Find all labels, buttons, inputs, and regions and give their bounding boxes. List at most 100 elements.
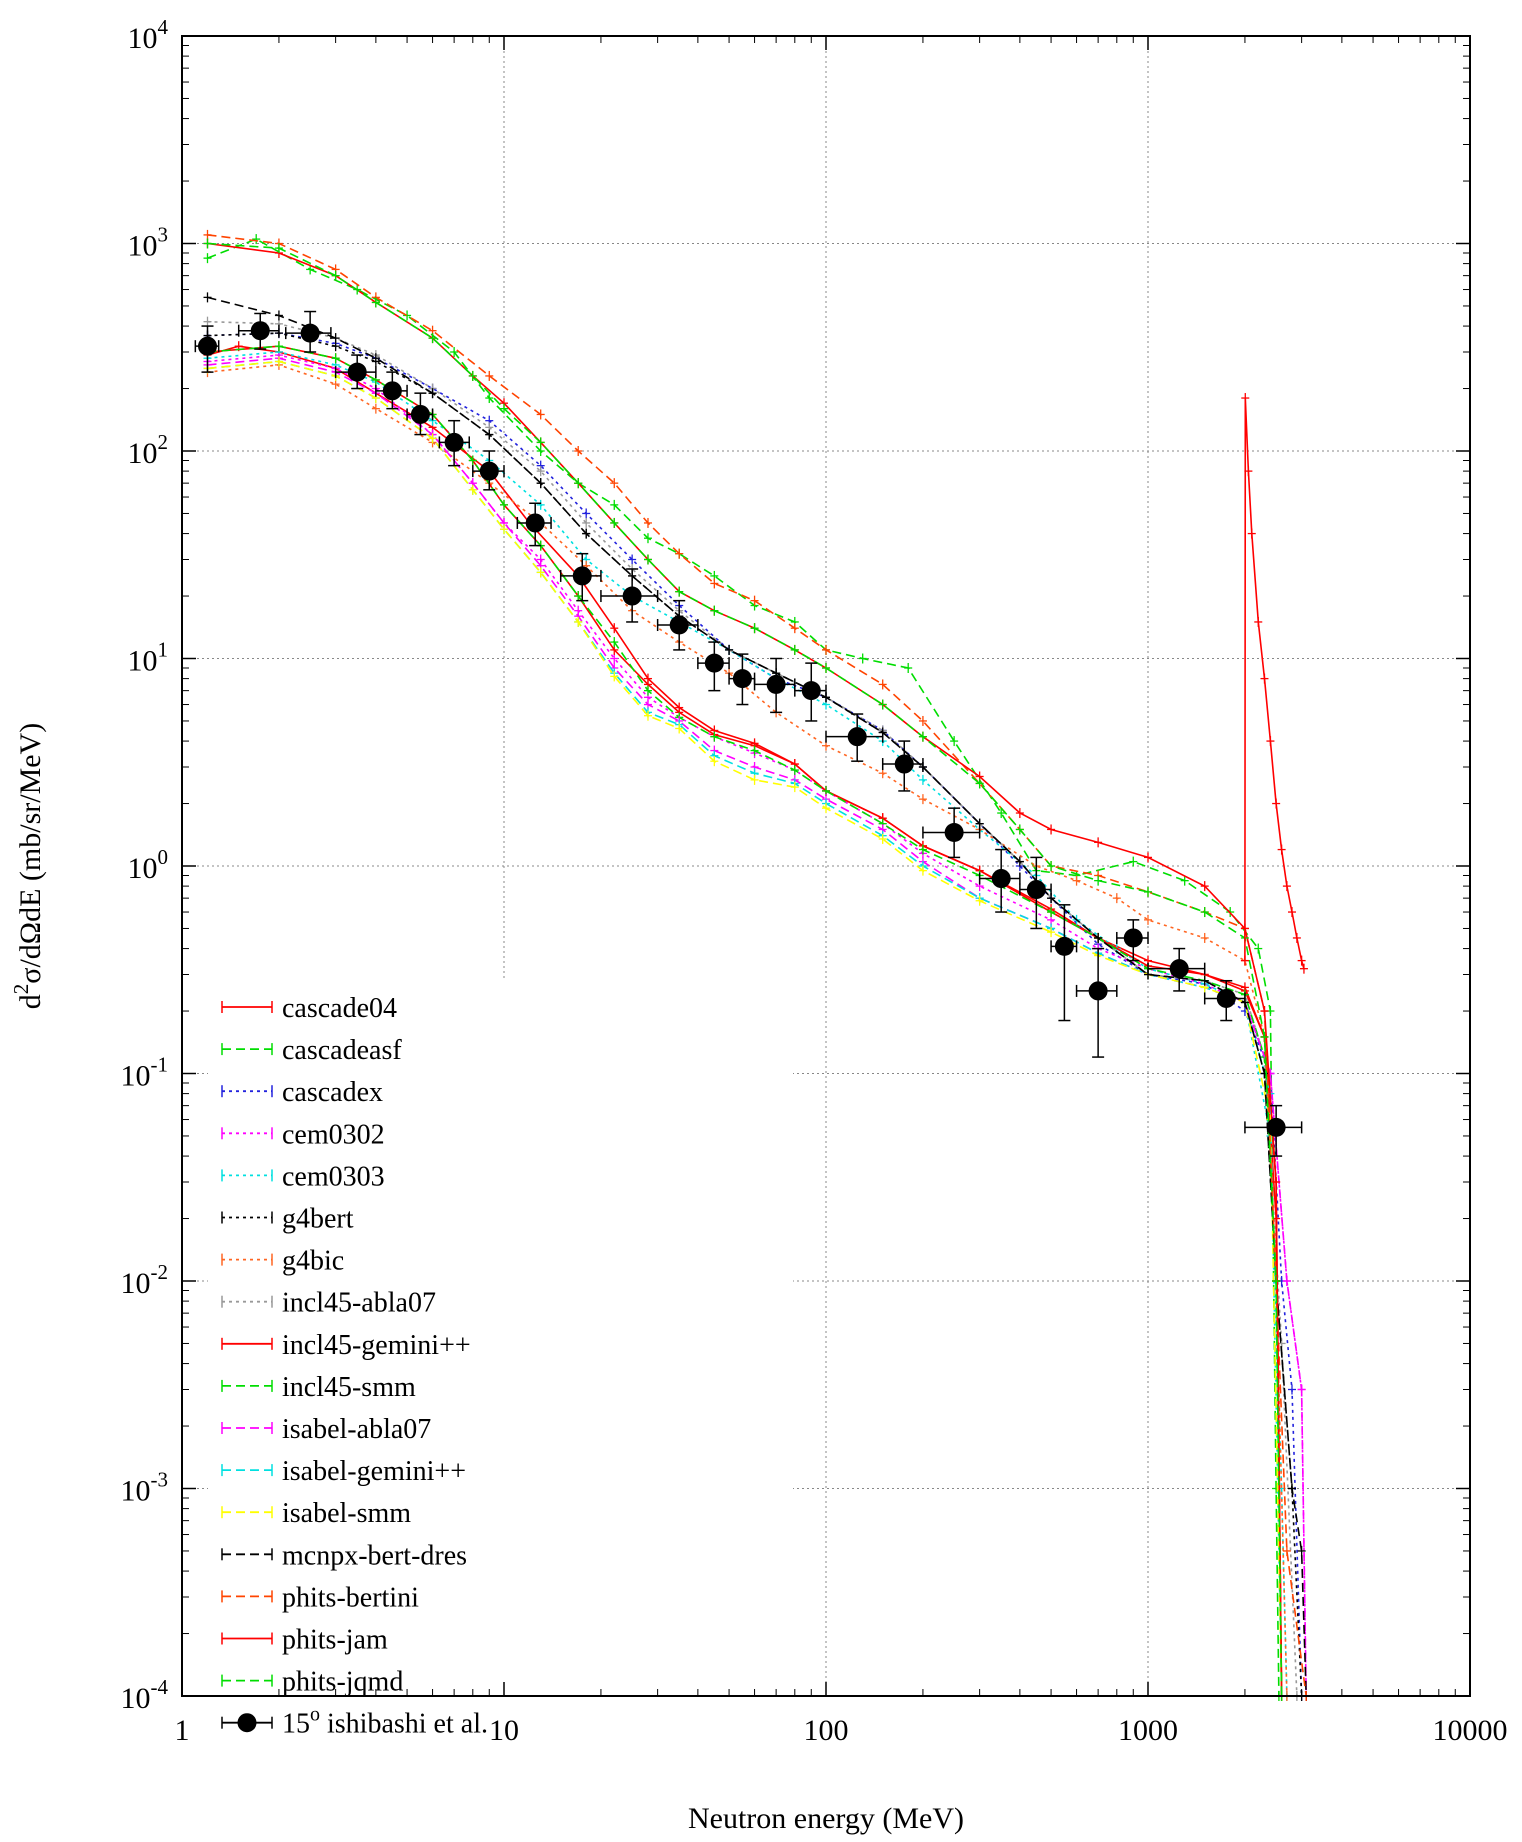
experiment-point	[406, 392, 434, 436]
legend-label: incl45-abla07	[282, 1288, 436, 1319]
legend-label: cascadeasf	[282, 1035, 402, 1066]
legend-label: cem0303	[282, 1161, 385, 1192]
experiment-point	[472, 450, 505, 491]
data-marker	[1088, 981, 1108, 1001]
legend: cascade04 cascadeasf cascadex cem0302 cem030…	[221, 993, 488, 1740]
experiment-point	[600, 568, 659, 623]
data-marker	[766, 674, 786, 694]
y-tick-labels: 10-4 10-3 10-2 10-1 100 101 102 103 104	[121, 15, 169, 1715]
experiment-point	[1116, 919, 1149, 962]
y-tick-label: 101	[128, 638, 169, 678]
legend-item-experiment: 15o ishibashi et al.	[221, 1704, 488, 1740]
series-line	[207, 242, 1283, 1697]
experiment-point	[1203, 979, 1246, 1022]
experiment-point	[1147, 947, 1206, 992]
data-marker	[622, 586, 642, 606]
legend-background	[208, 978, 793, 1746]
legend-item-cascadeasf: cascadeasf	[221, 1035, 402, 1066]
legend-label: isabel-gemini++	[282, 1456, 466, 1487]
y-tick-label: 10-1	[121, 1053, 169, 1093]
x-axis-label: Neutron energy (MeV)	[688, 1802, 964, 1835]
legend-label: incl45-gemini++	[282, 1330, 471, 1361]
data-marker	[197, 336, 217, 356]
data-marker	[894, 754, 914, 774]
legend-marker	[237, 1713, 257, 1733]
legend-label: 15o ishibashi et al.	[282, 1704, 488, 1740]
experiment-point	[825, 713, 884, 762]
experiment-point	[516, 502, 552, 547]
y-tick-label: 10-2	[121, 1260, 169, 1300]
grid-lines	[182, 36, 1470, 1696]
y-axis-label: d2σ/dΩdE (mb/sr/MeV)	[9, 723, 47, 1009]
legend-item-g4bert: g4bert	[221, 1204, 354, 1235]
legend-item-isabel-smm: isabel-smm	[221, 1498, 411, 1529]
data-marker	[300, 323, 320, 343]
legend-item-phits-bertini: phits-bertini	[221, 1582, 419, 1613]
experiment-point	[881, 740, 924, 792]
data-marker	[1216, 988, 1236, 1008]
data-marker	[732, 669, 752, 689]
y-tick-label: 10-3	[121, 1468, 169, 1508]
legend-item-cem0303: cem0303	[221, 1161, 385, 1192]
x-tick-label: 10	[489, 1714, 519, 1747]
data-marker	[1123, 928, 1143, 948]
experiment-point	[794, 662, 827, 722]
data-marker	[347, 362, 367, 382]
data-marker	[801, 681, 821, 701]
legend-item-isabel-gemini++: isabel-gemini++	[221, 1456, 466, 1487]
data-marker	[572, 566, 592, 586]
y-tick-label: 102	[128, 430, 169, 470]
experiment-point	[1075, 947, 1118, 1058]
legend-label: cem0302	[282, 1119, 385, 1150]
data-marker	[944, 823, 964, 843]
data-marker	[991, 869, 1011, 889]
series-line	[1244, 397, 1305, 969]
legend-label: phits-bertini	[282, 1582, 419, 1613]
data-marker	[1054, 936, 1074, 956]
experiment-point	[922, 807, 981, 859]
experiment-layer	[194, 310, 1303, 1157]
experiment-point	[697, 641, 730, 692]
legend-item-incl45-smm: incl45-smm	[221, 1372, 416, 1403]
legend-label: g4bic	[282, 1246, 344, 1277]
legend-item-cem0302: cem0302	[221, 1119, 385, 1150]
x-tick-label: 10000	[1433, 1714, 1508, 1747]
legend-label: cascadex	[282, 1077, 383, 1108]
data-marker	[525, 513, 545, 533]
data-marker	[704, 653, 724, 673]
legend-label: isabel-abla07	[282, 1414, 431, 1445]
y-tick-label: 100	[128, 845, 169, 885]
data-marker	[250, 321, 270, 341]
data-marker	[1169, 959, 1189, 979]
legend-item-incl45-gemini++: incl45-gemini++	[221, 1330, 471, 1361]
data-marker	[479, 461, 499, 481]
legend-label: cascade04	[282, 993, 397, 1024]
experiment-point	[237, 312, 280, 350]
legend-item-cascade04: cascade04	[221, 993, 397, 1024]
experiment-point	[978, 848, 1021, 913]
data-marker	[382, 381, 402, 401]
experiment-point	[375, 371, 408, 410]
y-tick-label: 104	[128, 15, 169, 55]
experiment-point	[1244, 1104, 1303, 1157]
experiment-point	[194, 325, 220, 373]
legend-label: mcnpx-bert-dres	[282, 1540, 467, 1571]
x-tick-label: 1	[175, 1714, 190, 1747]
experiment-point	[1050, 904, 1078, 1022]
x-tick-label: 100	[804, 1714, 849, 1747]
series-line	[207, 332, 1303, 1697]
series-line	[207, 234, 1307, 1697]
legend-label: isabel-smm	[282, 1498, 411, 1529]
legend-label: g4bert	[282, 1204, 354, 1235]
legend-item-g4bic: g4bic	[221, 1246, 344, 1277]
legend-item-mcnpx-bert-dres: mcnpx-bert-dres	[221, 1540, 467, 1571]
experiment-point	[728, 653, 756, 706]
y-tick-label: 103	[128, 223, 169, 263]
data-marker	[1266, 1117, 1286, 1137]
legend-label: phits-jam	[282, 1625, 388, 1656]
y-tick-label: 10-4	[121, 1675, 169, 1715]
axis-ticks	[181, 35, 1471, 1697]
x-tick-label: 1000	[1118, 1714, 1178, 1747]
experiment-point	[656, 599, 699, 651]
